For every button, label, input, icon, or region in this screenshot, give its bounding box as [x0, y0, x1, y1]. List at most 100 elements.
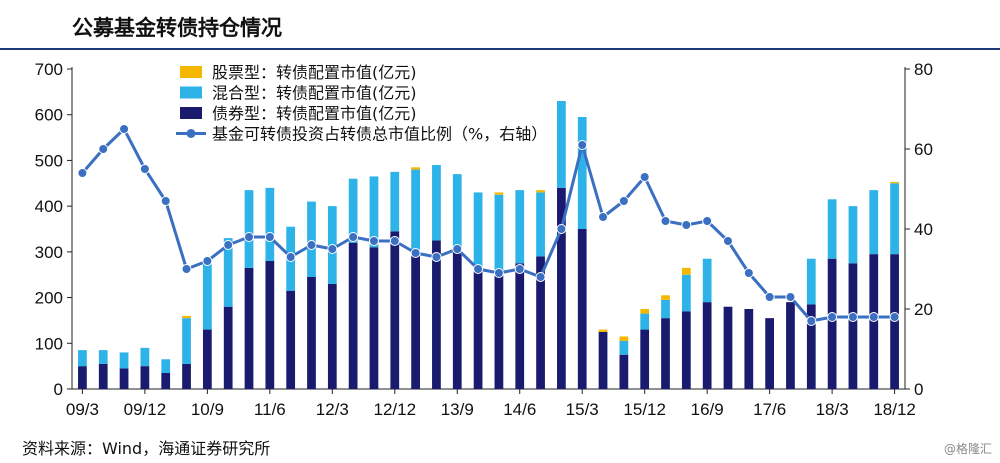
chart-svg: 0 100 200 300 400 500 600 700 0 20 40 60 80 09/3 09/12… [35, 60, 933, 419]
ratio-point [556, 224, 567, 234]
bar-bond [723, 306, 733, 389]
ratio-point [598, 212, 609, 222]
y-left-tick-label: 700 [35, 60, 63, 79]
legend-swatch [180, 86, 202, 99]
ratio-point [285, 252, 296, 262]
y-left-tick-label: 100 [35, 334, 63, 353]
y-left-tick-label: 600 [35, 106, 63, 125]
x-tick-label: 12/3 [316, 400, 349, 419]
bar-bond [827, 258, 837, 389]
x-tick-label: 15/12 [623, 400, 666, 419]
bar-mixed [369, 176, 379, 248]
x-tick-label: 11/6 [254, 400, 286, 419]
y-left-tick-label: 300 [35, 243, 63, 262]
legend-swatch [180, 66, 202, 78]
bar-mixed [661, 299, 670, 319]
legend-label: 基金可转债投资占转债总市值比例（%，右轴） [212, 125, 547, 144]
bar-bond [307, 277, 316, 389]
source-note: 资料来源：Wind，海通证券研究所 [22, 439, 271, 458]
bar-stock [494, 192, 504, 195]
x-tick-label: 15/3 [566, 400, 599, 419]
bar-stock [681, 267, 691, 275]
y-left-tick-label: 400 [35, 197, 63, 216]
bar-stock [536, 190, 545, 193]
ratio-point [410, 248, 421, 258]
ratio-point [119, 124, 130, 134]
ratio-point [868, 312, 879, 322]
bar-bond [661, 318, 670, 389]
bar-mixed [473, 192, 483, 271]
bar-bond [98, 363, 108, 389]
bar-mixed [432, 165, 441, 241]
ratio-point [139, 164, 150, 174]
bar-stock [598, 329, 608, 332]
bar-mixed [640, 313, 650, 330]
bar-mixed [244, 190, 254, 268]
ratio-point [577, 140, 588, 150]
x-tick-label: 10/9 [191, 400, 224, 419]
ratio-point [98, 144, 109, 154]
bar-mixed [390, 171, 400, 232]
bar-stock [182, 315, 191, 319]
bar-mixed [98, 350, 108, 364]
ratio-point [181, 264, 192, 274]
ratio-point [827, 312, 838, 322]
ratio-point [806, 316, 817, 326]
bar-mixed [890, 183, 899, 255]
bar-mixed [78, 350, 87, 367]
ratio-point [389, 236, 400, 246]
y-left-tick-label: 0 [54, 380, 63, 399]
bar-bond [806, 304, 816, 389]
bar-mixed [806, 258, 816, 305]
ratio-point [77, 168, 88, 178]
bar-bond [223, 306, 233, 389]
ratio-point [889, 312, 900, 322]
bar-mixed [848, 206, 858, 264]
ratio-point [660, 216, 671, 226]
legend-label: 混合型：转债配置市值(亿元) [212, 84, 417, 103]
ratio-point [681, 220, 692, 230]
bar-bond [702, 302, 712, 389]
ratio-point [722, 236, 733, 246]
y-left-tick-label: 200 [35, 289, 63, 308]
bar-mixed [307, 201, 316, 277]
bar-mixed [140, 347, 150, 367]
bar-bond [494, 270, 504, 389]
bar-mixed [161, 359, 171, 373]
bar-bond [681, 311, 691, 389]
x-tick-label: 14/6 [503, 400, 536, 419]
bar-bond [161, 373, 171, 389]
ratio-point [264, 232, 275, 242]
ratio-point [785, 292, 796, 302]
ratio-point [473, 264, 484, 274]
ratio-point [452, 244, 463, 254]
ratio-point [223, 240, 234, 250]
y-right-tick-label: 60 [914, 140, 933, 159]
bar-bond [411, 251, 420, 389]
bar-stock [640, 309, 650, 314]
bar-mixed [702, 258, 712, 303]
bar-mixed [577, 117, 587, 229]
bar-mixed [223, 238, 233, 307]
ratio-point [764, 292, 775, 302]
ratio-point [306, 240, 317, 250]
bar-bond [744, 309, 754, 389]
legend-swatch [180, 107, 202, 119]
bar-bond [536, 256, 545, 389]
bar-bond [515, 263, 525, 389]
bar-bond [140, 366, 150, 389]
x-tick-label: 13/9 [441, 400, 474, 419]
x-tick-label: 18/12 [873, 400, 916, 419]
y-right-tick-label: 80 [914, 60, 933, 79]
bar-bond [577, 229, 587, 389]
bar-bond [390, 231, 400, 389]
bar-stock [661, 295, 670, 300]
bar-mixed [452, 174, 462, 250]
bar-bond [786, 302, 795, 389]
ratio-point [702, 216, 713, 226]
ratio-point [639, 172, 650, 182]
bar-mixed [119, 352, 129, 369]
bar-bond [348, 242, 358, 389]
legend-label: 股票型：转债配置市值(亿元) [212, 63, 417, 82]
bar-bond [119, 368, 129, 389]
